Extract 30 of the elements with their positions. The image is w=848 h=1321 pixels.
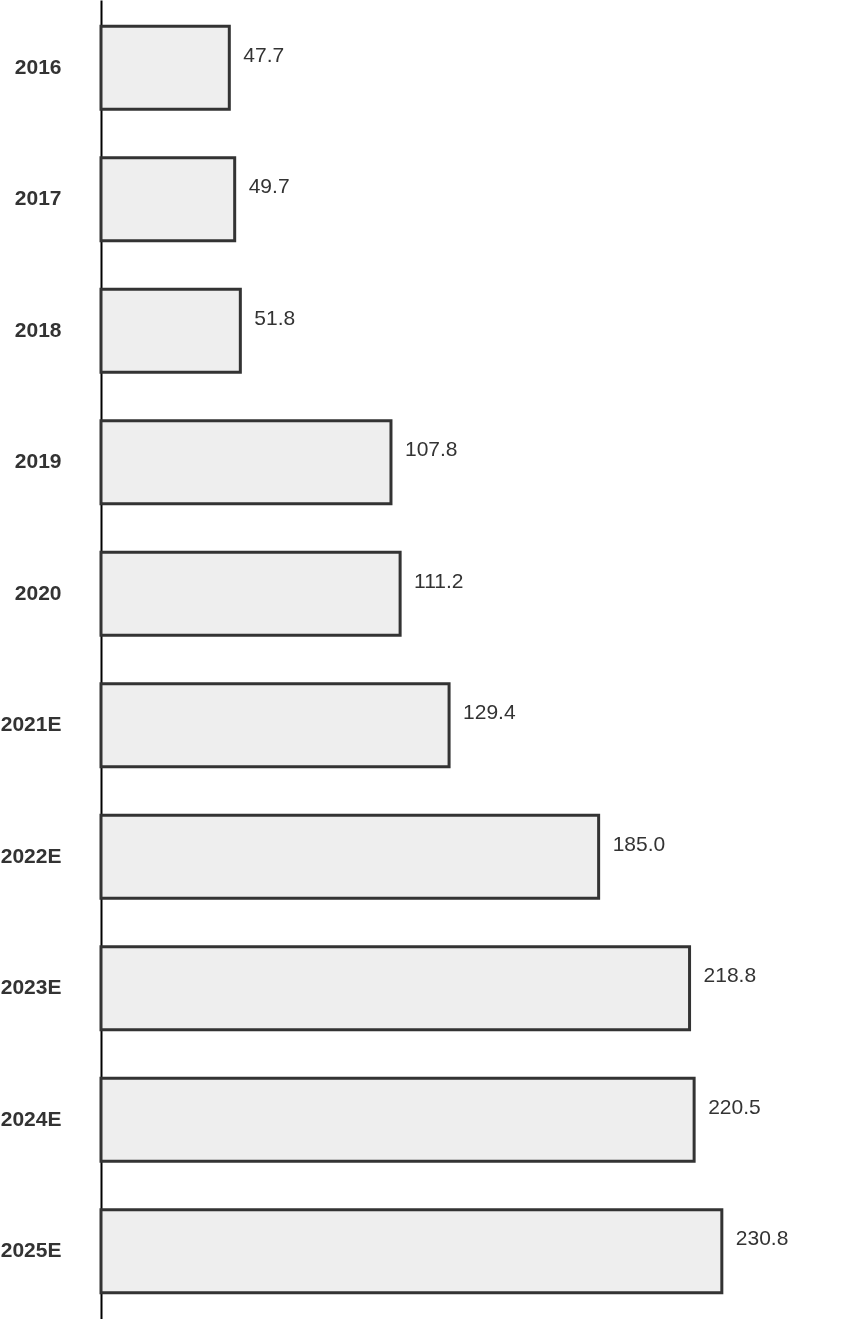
data-label: 185.0 [612,831,666,855]
data-label: 129.4 [463,700,516,724]
data-label: 111.2 [414,568,464,592]
bar [99,813,601,900]
data-label: 220.5 [708,1094,761,1118]
data-label: 107.8 [404,437,458,461]
y-tick-label: 2020 [14,580,62,604]
y-tick-label: 2017 [14,186,62,210]
y-tick-label: 2016 [14,54,62,78]
bar [99,1208,724,1295]
bar [99,287,242,374]
data-label: 230.8 [735,1226,789,1250]
bar [99,1076,696,1163]
bar [99,156,237,243]
bar [99,682,451,769]
data-label: 51.8 [254,305,296,329]
y-tick-label: 2023E [0,975,62,999]
bar [99,945,692,1032]
data-label: 47.7 [243,42,285,66]
bar [99,550,402,637]
data-label: 218.8 [703,963,757,987]
data-label: 49.7 [248,174,290,198]
y-tick-label: 2025E [0,1238,62,1262]
bar [99,419,393,506]
y-tick-label: 2024E [0,1106,62,1130]
bar [99,24,231,111]
y-tick-label: 2018 [14,317,62,341]
y-tick-label: 2021E [0,712,62,736]
y-tick-label: 2022E [0,843,62,867]
y-tick-label: 2019 [14,449,62,473]
